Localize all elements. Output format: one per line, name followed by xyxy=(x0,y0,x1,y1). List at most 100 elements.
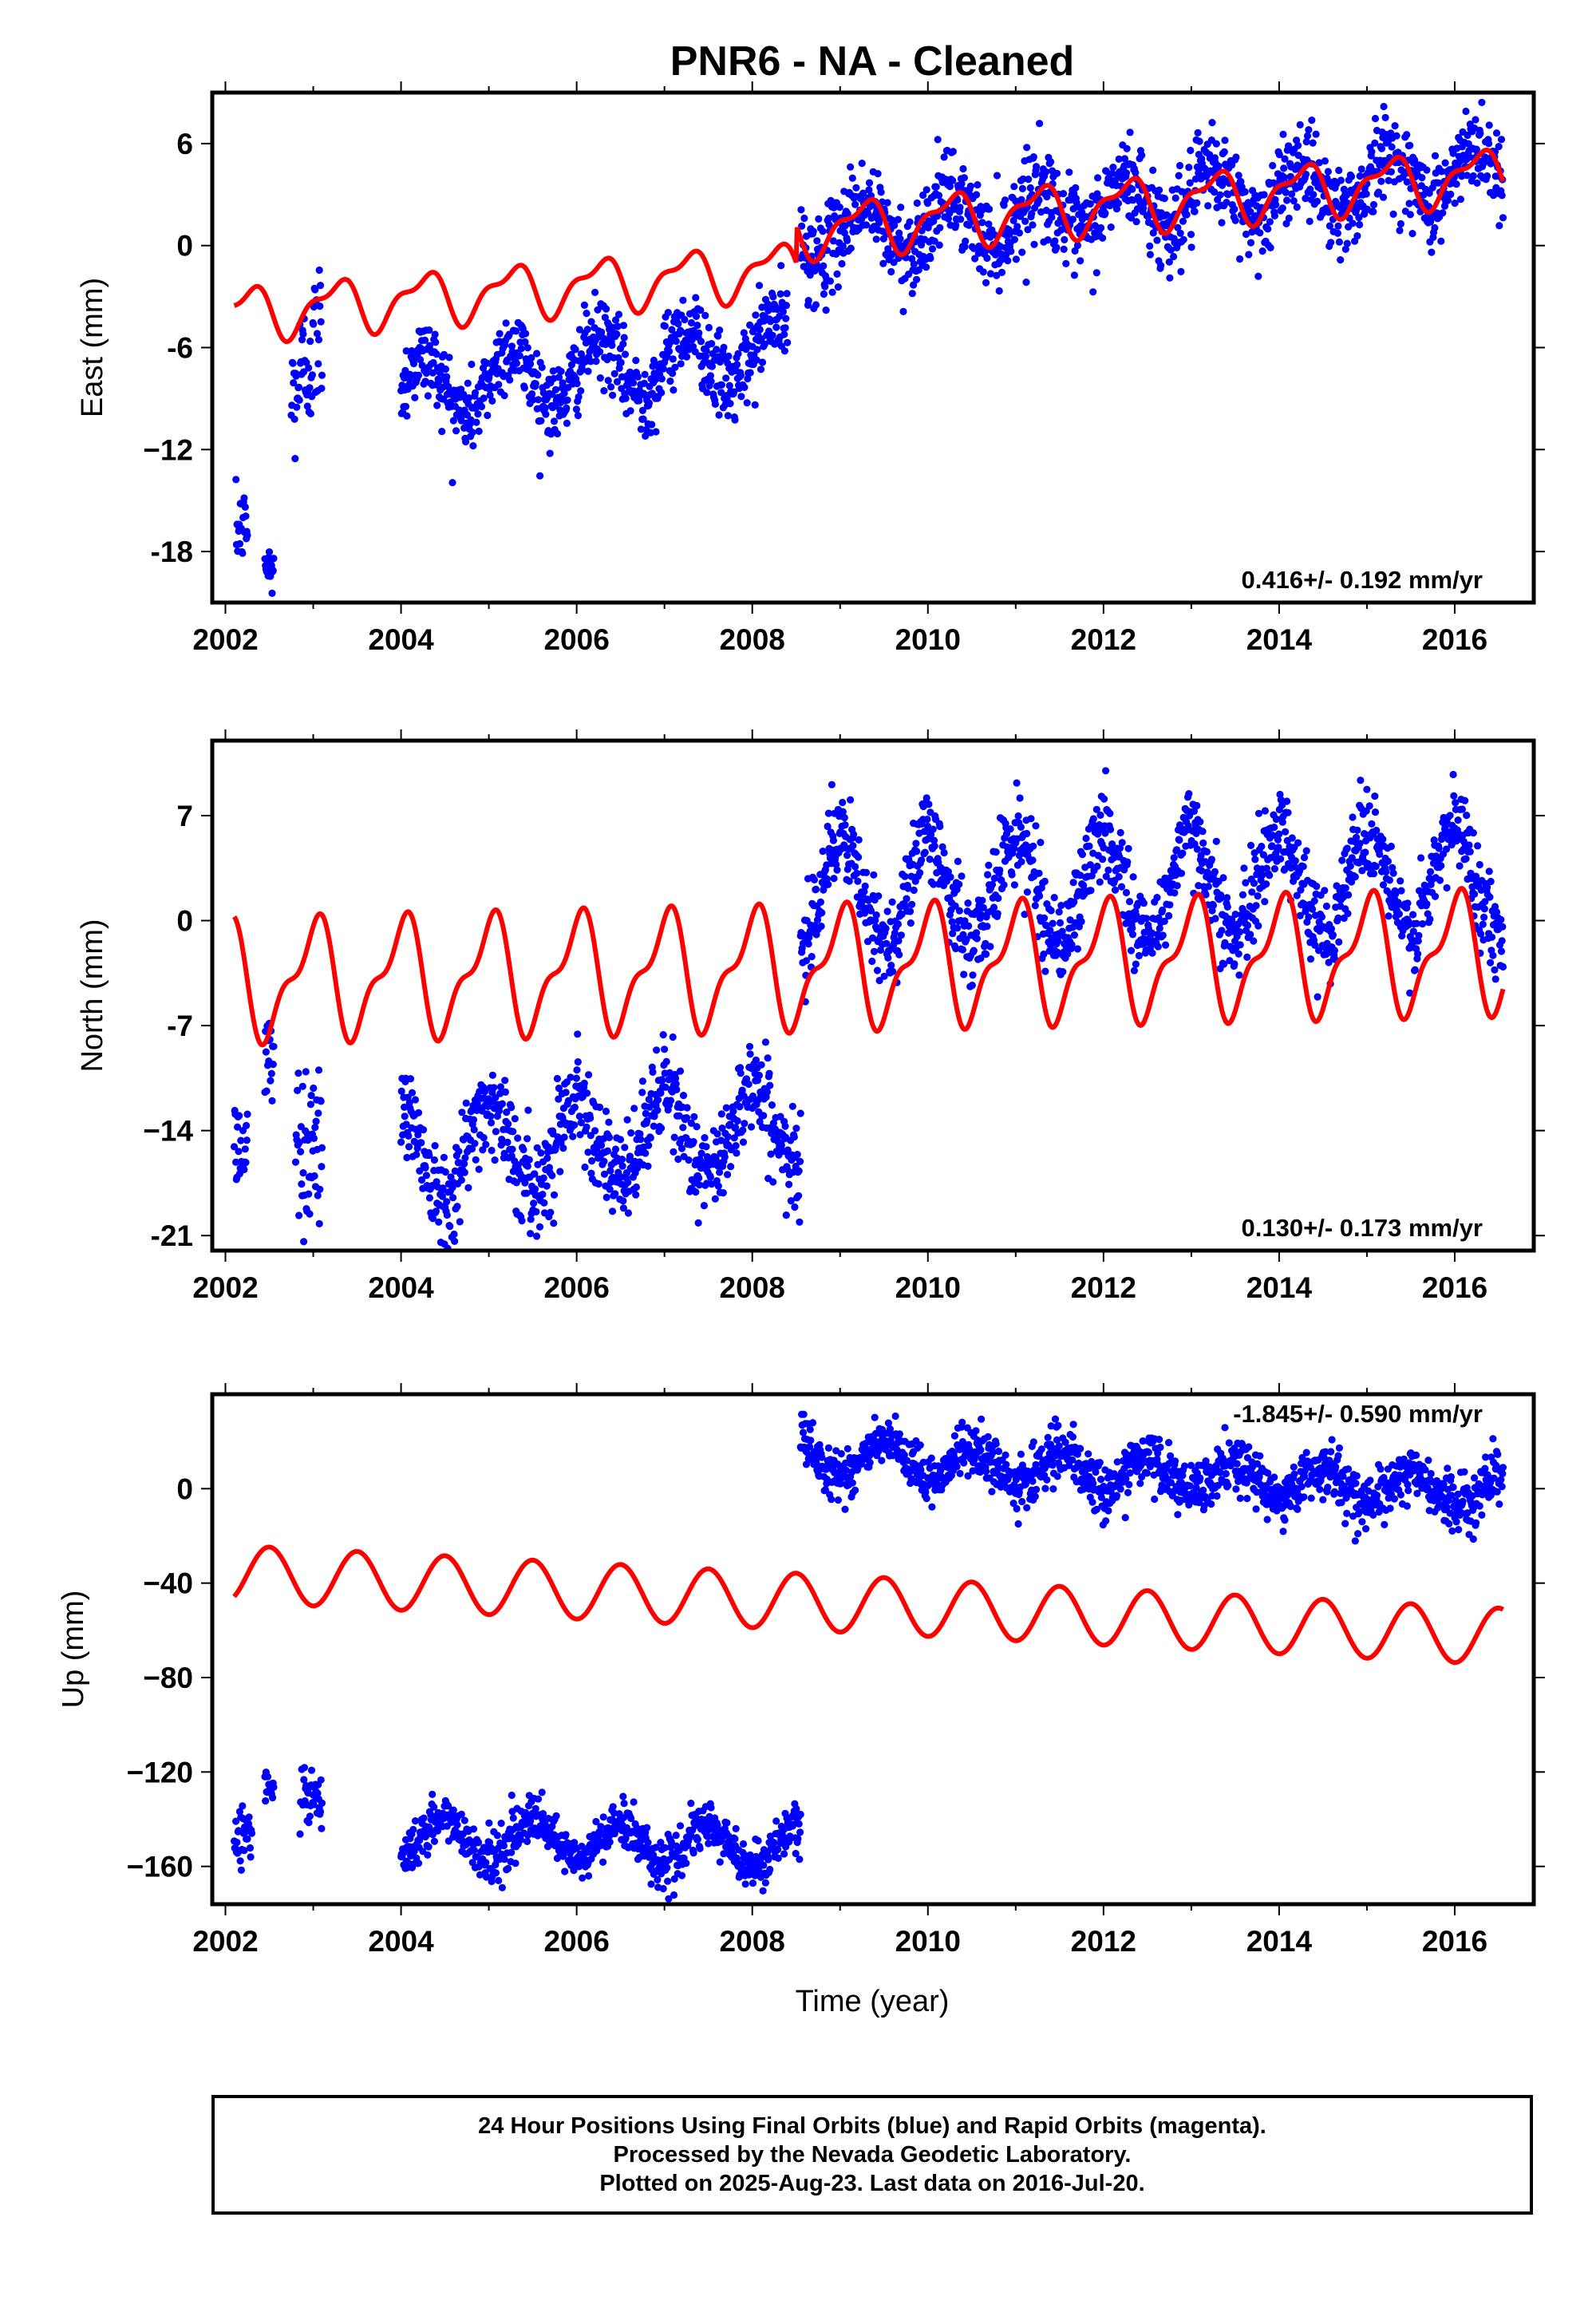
data-point xyxy=(306,1812,314,1820)
data-point xyxy=(462,1099,470,1107)
data-point xyxy=(970,947,978,954)
data-point xyxy=(517,345,525,353)
data-point xyxy=(523,1837,531,1845)
data-point xyxy=(1419,920,1427,928)
data-point xyxy=(498,1100,507,1108)
data-point xyxy=(1389,869,1397,877)
data-point xyxy=(470,1125,478,1134)
data-point xyxy=(1270,824,1278,832)
data-point xyxy=(702,346,710,354)
data-point xyxy=(562,1089,570,1097)
data-point xyxy=(306,409,314,418)
data-point xyxy=(802,957,811,965)
data-point xyxy=(1207,856,1215,864)
data-point xyxy=(1231,960,1238,968)
data-point xyxy=(630,1798,638,1806)
data-point xyxy=(1274,844,1282,852)
data-point xyxy=(1146,242,1154,250)
data-point xyxy=(1219,181,1227,189)
data-point xyxy=(666,347,674,355)
data-point xyxy=(1148,929,1156,937)
data-point xyxy=(682,353,691,361)
data-point xyxy=(959,164,967,173)
data-point xyxy=(306,1101,314,1109)
data-point xyxy=(907,907,915,915)
data-point xyxy=(1392,890,1400,898)
data-point xyxy=(1167,246,1175,254)
data-point xyxy=(708,1180,716,1188)
north-model-curve xyxy=(232,886,1506,1048)
data-point xyxy=(472,1156,480,1164)
data-point xyxy=(1027,815,1035,823)
data-point xyxy=(432,1207,440,1215)
data-point xyxy=(1050,894,1058,902)
data-point xyxy=(580,301,589,309)
data-point xyxy=(443,1211,451,1219)
data-point xyxy=(1461,796,1469,804)
data-point xyxy=(850,830,858,839)
data-point xyxy=(299,1169,307,1177)
data-point xyxy=(760,1112,768,1120)
data-point xyxy=(1056,919,1065,927)
data-point xyxy=(600,1170,609,1178)
data-point xyxy=(312,1117,320,1125)
data-point xyxy=(784,338,792,346)
data-point xyxy=(666,1075,674,1083)
data-point xyxy=(796,1218,804,1226)
data-point xyxy=(890,259,898,267)
data-point xyxy=(485,1839,494,1847)
data-point xyxy=(815,215,823,223)
data-point xyxy=(828,781,836,788)
data-point xyxy=(1179,235,1187,243)
data-point xyxy=(956,204,964,211)
data-point xyxy=(1393,132,1400,140)
data-point xyxy=(923,200,932,207)
data-point xyxy=(456,1218,464,1226)
data-point xyxy=(403,412,411,420)
data-point xyxy=(1343,239,1351,247)
data-point xyxy=(1089,815,1097,823)
data-point xyxy=(527,1215,535,1223)
data-point xyxy=(444,1802,452,1810)
data-point xyxy=(930,880,938,888)
data-point xyxy=(955,880,963,888)
data-point xyxy=(502,319,510,327)
data-point xyxy=(1092,269,1100,277)
data-point xyxy=(1495,222,1503,230)
data-point xyxy=(646,1134,654,1142)
data-point xyxy=(776,290,784,298)
data-point xyxy=(314,1066,323,1074)
data-point xyxy=(870,871,878,879)
data-point xyxy=(1385,176,1393,184)
data-point xyxy=(1178,188,1186,196)
data-point xyxy=(694,1219,702,1227)
data-point xyxy=(598,328,606,336)
data-point xyxy=(402,347,410,355)
data-point xyxy=(1162,941,1170,949)
data-point xyxy=(993,271,1001,279)
data-point xyxy=(295,1211,303,1219)
data-point xyxy=(269,567,277,575)
data-point xyxy=(1175,161,1184,170)
data-point xyxy=(1335,238,1343,246)
data-point xyxy=(1361,848,1369,856)
data-point xyxy=(1061,235,1069,243)
data-point xyxy=(1315,159,1323,167)
data-point xyxy=(435,1218,443,1226)
data-point xyxy=(268,589,276,598)
data-point xyxy=(1294,839,1302,847)
data-point xyxy=(504,1138,512,1146)
data-point xyxy=(923,816,931,824)
data-point xyxy=(496,330,504,338)
data-point xyxy=(1264,225,1272,233)
data-point xyxy=(954,857,962,865)
data-point xyxy=(839,808,847,816)
data-point xyxy=(800,214,808,223)
data-point xyxy=(1395,910,1403,918)
data-point xyxy=(607,383,615,391)
data-point xyxy=(738,1086,746,1094)
data-point xyxy=(1369,207,1377,215)
data-point xyxy=(303,402,311,410)
data-point xyxy=(933,869,941,877)
data-point xyxy=(269,1061,277,1069)
